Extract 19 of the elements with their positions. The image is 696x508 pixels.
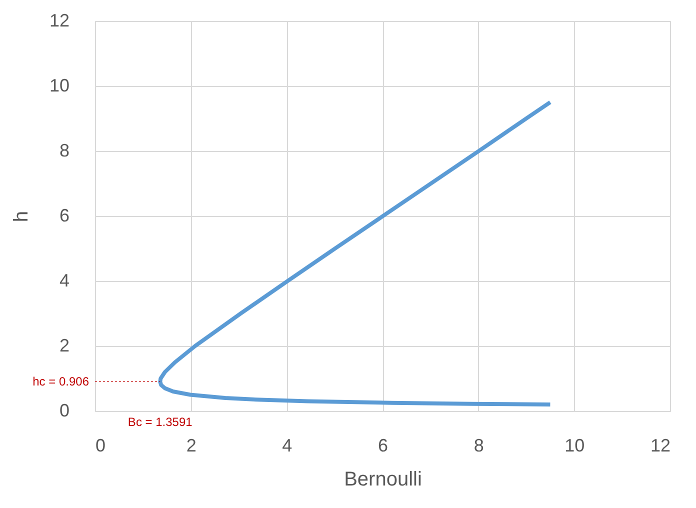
x-tick-label: 0 bbox=[96, 436, 106, 456]
x-tick-label: 10 bbox=[564, 436, 585, 456]
x-axis-title: Bernoulli bbox=[344, 468, 422, 490]
y-tick-label: 0 bbox=[59, 400, 70, 420]
y-tick-label: 6 bbox=[59, 206, 70, 226]
y-tick-label: 8 bbox=[59, 140, 70, 160]
y-tick-label: 4 bbox=[59, 270, 70, 290]
y-axis-title: h bbox=[10, 210, 32, 222]
y-tick-label: 10 bbox=[49, 76, 70, 96]
x-tick-label: 8 bbox=[474, 436, 484, 456]
y-tick-label: 12 bbox=[49, 10, 70, 30]
x-tick-label: 6 bbox=[378, 436, 388, 456]
y-tick-label: 2 bbox=[59, 336, 70, 356]
x-tick-label: 2 bbox=[186, 436, 196, 456]
line-series bbox=[158, 100, 552, 406]
annotation: Bc = 1.3591 bbox=[128, 415, 193, 429]
x-tick-label: 12 bbox=[650, 436, 670, 456]
annotation: hc = 0.906 bbox=[32, 374, 90, 389]
x-tick-label: 4 bbox=[282, 436, 292, 456]
